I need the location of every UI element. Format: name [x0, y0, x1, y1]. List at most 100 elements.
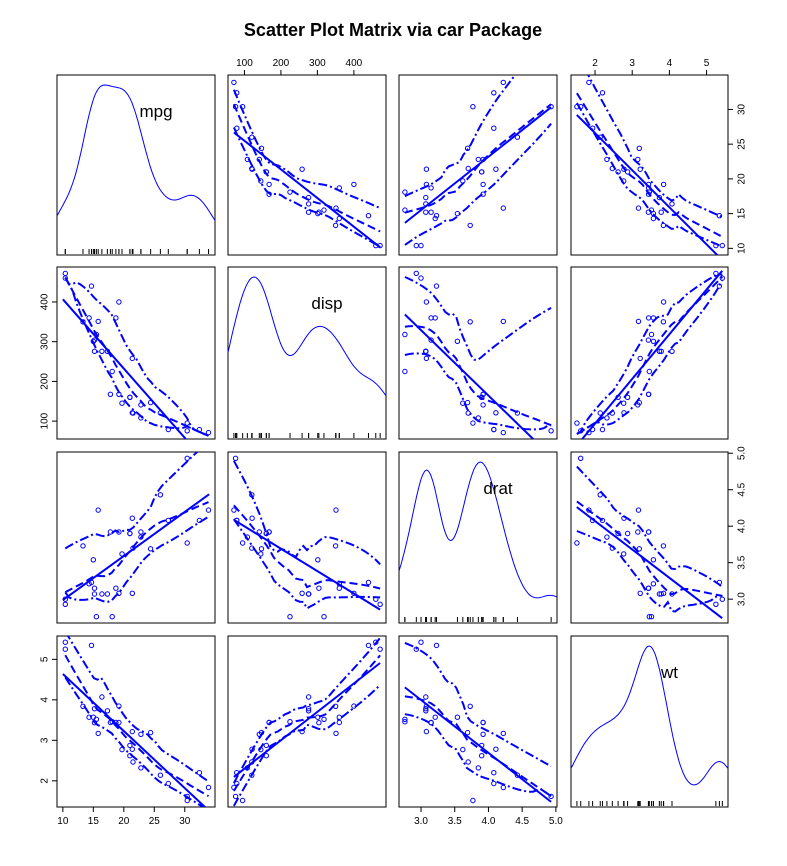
x-tick-label: 3.0 [414, 816, 428, 827]
data-point [480, 181, 486, 188]
data-point [258, 546, 265, 552]
data-point [88, 642, 95, 649]
variable-label-mpg: mpg [139, 102, 172, 121]
data-point [418, 639, 424, 645]
data-point [305, 708, 312, 714]
data-point [493, 746, 499, 752]
y-tick-label: 3.0 [737, 592, 748, 606]
data-point [287, 189, 293, 195]
data-point [184, 797, 190, 804]
spread-lower-line [404, 122, 552, 246]
y-tick-label: 3 [40, 737, 51, 743]
spread-upper-line [576, 465, 723, 588]
loess-line [232, 103, 381, 233]
spread-lower-line [232, 127, 381, 248]
data-point [80, 543, 86, 549]
data-point [658, 348, 664, 354]
panel-frame [227, 635, 387, 808]
data-point [62, 275, 69, 281]
data-point [95, 318, 101, 325]
data-point [91, 348, 98, 354]
y-tick-label: 30 [737, 103, 748, 115]
panel-frame [570, 451, 729, 624]
data-point [129, 746, 136, 752]
data-point [713, 270, 719, 277]
data-point [113, 585, 119, 591]
data-point [196, 770, 203, 776]
data-point [147, 729, 154, 736]
data-point [604, 534, 610, 540]
x-tick-label: 2 [592, 58, 598, 69]
density-curve [227, 276, 387, 397]
data-point [637, 355, 643, 362]
x-tick-label: 15 [88, 816, 100, 827]
data-point [433, 642, 440, 649]
panel-frame [398, 635, 558, 808]
data-point [299, 166, 305, 172]
x-tick-label: 4 [667, 58, 673, 69]
data-point [99, 591, 105, 597]
data-point [239, 797, 246, 804]
data-point [470, 420, 476, 426]
panel-drat-mpg [56, 451, 216, 624]
panel-disp-disp: disp [227, 266, 387, 440]
data-point [88, 283, 95, 289]
data-point [299, 590, 305, 596]
data-point [402, 189, 408, 195]
data-point [184, 540, 190, 546]
panel-plot-area [62, 636, 212, 807]
data-point [635, 529, 641, 535]
data-point [129, 515, 136, 521]
regression-line [62, 298, 188, 439]
x-tick-label: 4.5 [515, 816, 529, 827]
panel-wt-mpg [56, 635, 216, 808]
loess-line [404, 103, 552, 214]
data-point [428, 209, 434, 215]
data-point [413, 270, 419, 277]
y-tick-label: 100 [40, 412, 51, 429]
panel-mpg-drat [398, 74, 558, 256]
loess-line [404, 325, 552, 427]
data-point [138, 731, 144, 737]
spread-lower-line [64, 676, 206, 807]
data-point [467, 222, 473, 229]
data-point [413, 242, 419, 249]
data-point [157, 772, 164, 778]
data-point [433, 213, 440, 219]
data-point [165, 780, 172, 787]
panel-disp-mpg [56, 266, 216, 440]
y-tick-label: 3.5 [737, 555, 748, 569]
data-point [599, 517, 606, 524]
x-tick-label: 3 [629, 58, 635, 69]
panel-drat-drat: drat [398, 451, 558, 624]
data-point [336, 719, 342, 726]
data-point [650, 581, 657, 587]
data-point [500, 79, 506, 86]
x-tick-label: 300 [309, 58, 326, 69]
data-point [475, 765, 481, 771]
data-point [650, 557, 657, 563]
x-tick-label: 3.5 [448, 816, 462, 827]
panel-frame [570, 266, 729, 440]
x-tick-label: 25 [149, 816, 161, 827]
data-point [423, 194, 429, 201]
data-point [658, 591, 664, 597]
loess-line [64, 277, 209, 437]
data-point [645, 337, 652, 343]
data-point [184, 428, 190, 434]
data-point [423, 348, 429, 354]
data-point [80, 319, 86, 325]
data-point [636, 145, 642, 152]
y-tick-label: 20 [737, 173, 748, 185]
data-point [669, 201, 675, 207]
data-point [116, 299, 122, 305]
data-point [333, 507, 339, 513]
data-point [184, 420, 190, 426]
data-point [648, 331, 655, 338]
data-point [660, 181, 667, 188]
panel-frame [56, 635, 216, 808]
data-point [263, 753, 269, 759]
y-tick-label: 300 [40, 333, 51, 350]
data-point [418, 242, 424, 249]
data-point [645, 585, 652, 591]
